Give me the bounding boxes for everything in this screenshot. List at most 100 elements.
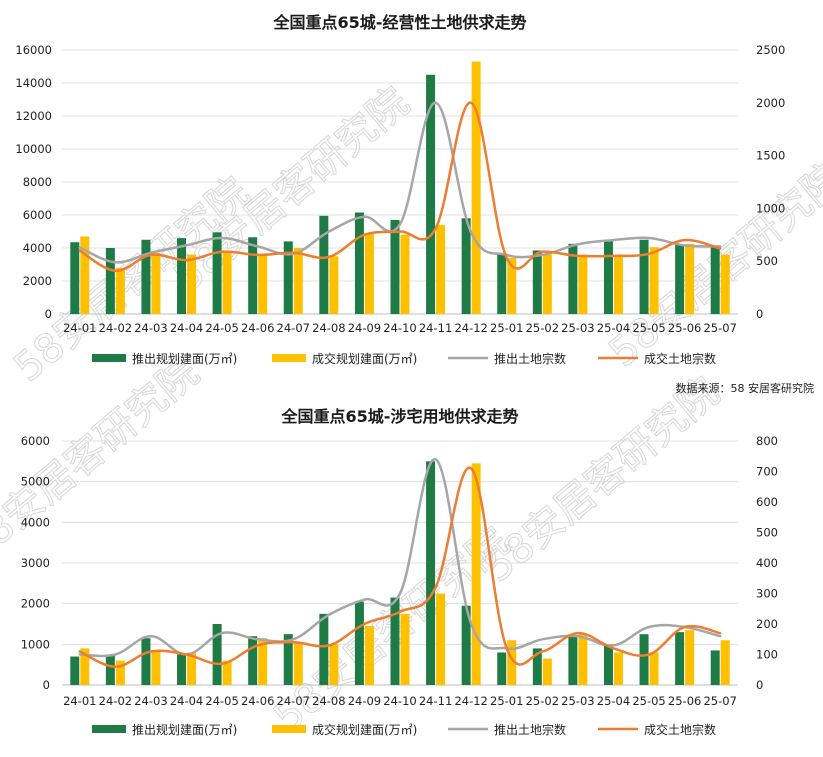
bar-deal <box>364 626 374 685</box>
bar-supply <box>426 74 436 314</box>
y-tick-label: 0 <box>45 307 52 321</box>
bar-deal <box>151 252 161 314</box>
y2-tick-label: 0 <box>756 307 763 321</box>
legend-swatch <box>92 354 126 362</box>
bar-deal <box>222 252 232 314</box>
x-tick-label: 24-11 <box>419 694 452 708</box>
bar-supply <box>354 601 364 685</box>
bar-deal <box>293 248 303 314</box>
y-tick-label: 1000 <box>21 637 50 651</box>
y2-tick-label: 0 <box>756 678 763 692</box>
legend: 推出规划建面(万㎡) 成交规划建面(万㎡) 推出土地宗数 成交土地宗数 <box>92 351 716 366</box>
bar-supply <box>319 613 329 685</box>
x-tick-label: 25-01 <box>490 321 523 335</box>
legend-swatch <box>272 354 306 362</box>
bar-supply <box>497 652 507 685</box>
chart-commercial-land: 全国重点65城-经营性土地供求走势02000400060008000100001… <box>15 13 785 366</box>
bar-deal <box>400 234 410 314</box>
bar-supply <box>70 656 80 685</box>
y-tick-label: 16000 <box>15 43 52 57</box>
bar-supply <box>212 624 222 685</box>
x-tick-label: 24-03 <box>134 321 167 335</box>
y2-tick-label: 1500 <box>756 149 785 163</box>
bar-supply <box>568 243 578 314</box>
x-tick-label: 24-04 <box>170 694 203 708</box>
legend-label: 推出规划建面(万㎡) <box>132 722 237 737</box>
bar-supply <box>710 246 720 314</box>
x-tick-label: 25-02 <box>526 694 559 708</box>
bar-deal <box>542 253 552 314</box>
y-tick-label: 4000 <box>23 241 52 255</box>
x-tick-label: 24-07 <box>277 321 310 335</box>
bar-supply <box>568 636 578 685</box>
x-tick-label: 25-07 <box>703 321 736 335</box>
y2-tick-label: 2000 <box>756 96 785 110</box>
bar-deal <box>578 634 588 685</box>
bar-deal <box>685 243 695 314</box>
bar-supply <box>319 215 329 314</box>
bar-supply <box>603 644 613 685</box>
bar-supply <box>497 252 507 314</box>
bar-deal <box>364 233 374 314</box>
y-tick-label: 10000 <box>15 142 52 156</box>
bar-deal <box>80 648 90 685</box>
x-tick-label: 25-05 <box>632 321 665 335</box>
x-tick-label: 24-07 <box>277 694 310 708</box>
bar-deal <box>293 642 303 685</box>
bar-supply <box>675 632 685 685</box>
bar-deal <box>187 254 197 314</box>
y2-tick-label: 500 <box>756 254 778 268</box>
y2-tick-label: 300 <box>756 587 778 601</box>
x-tick-label: 24-03 <box>134 694 167 708</box>
bar-supply <box>639 239 649 314</box>
x-tick-label: 25-05 <box>632 694 665 708</box>
bar-deal <box>329 644 339 685</box>
bar-deal <box>436 224 446 314</box>
x-tick-label: 24-09 <box>348 694 381 708</box>
bar-deal <box>471 463 481 685</box>
legend-swatch <box>92 725 126 733</box>
bar-supply <box>248 636 258 685</box>
bar-supply <box>283 241 293 314</box>
bar-deal <box>649 247 659 314</box>
x-tick-label: 24-01 <box>63 321 96 335</box>
bar-supply <box>426 461 436 685</box>
line-series-deal-count <box>78 466 722 668</box>
legend-label: 成交土地宗数 <box>644 722 716 737</box>
bar-deal <box>613 652 623 685</box>
x-tick-label: 25-04 <box>597 321 630 335</box>
x-tick-label: 24-06 <box>241 321 274 335</box>
bar-deal <box>578 254 588 314</box>
bar-supply <box>461 218 471 314</box>
legend-swatch <box>272 725 306 733</box>
legend: 推出规划建面(万㎡) 成交规划建面(万㎡) 推出土地宗数 成交土地宗数 <box>92 722 716 737</box>
x-tick-label: 24-05 <box>205 321 238 335</box>
bar-supply <box>141 638 151 685</box>
bar-deal <box>720 640 730 685</box>
x-tick-label: 24-06 <box>241 694 274 708</box>
chart-residential-land: 全国重点65城-涉宅用地供求走势010002000300040005000600… <box>21 407 778 737</box>
bar-deal <box>507 257 517 314</box>
x-tick-label: 24-01 <box>63 694 96 708</box>
x-tick-label: 24-12 <box>454 694 487 708</box>
x-tick-label: 25-03 <box>561 321 594 335</box>
y2-tick-label: 100 <box>756 648 778 662</box>
x-tick-label: 24-10 <box>383 694 416 708</box>
bar-supply <box>461 605 471 685</box>
bar-supply <box>177 654 187 685</box>
bar-supply <box>248 237 258 314</box>
x-tick-label: 24-08 <box>312 694 345 708</box>
bar-deal <box>471 61 481 314</box>
bar-deal <box>436 593 446 685</box>
x-tick-label: 25-04 <box>597 694 630 708</box>
x-tick-label: 25-03 <box>561 694 594 708</box>
bar-deal <box>400 613 410 685</box>
x-tick-label: 24-11 <box>419 321 452 335</box>
bar-deal <box>329 256 339 314</box>
legend-label: 推出土地宗数 <box>494 351 566 366</box>
x-tick-label: 24-09 <box>348 321 381 335</box>
legend-label: 推出土地宗数 <box>494 722 566 737</box>
bar-supply <box>283 634 293 685</box>
bar-supply <box>603 241 613 314</box>
